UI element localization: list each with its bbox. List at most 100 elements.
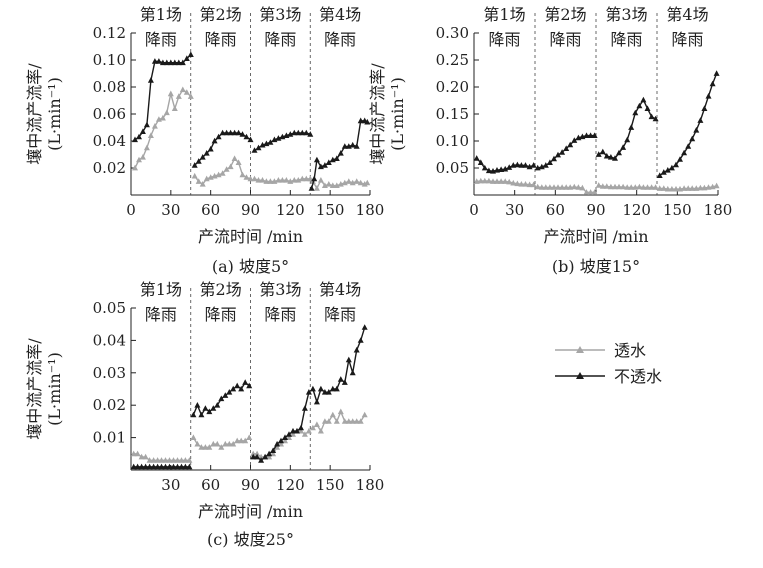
- data-point-impermeable: [353, 143, 360, 149]
- legend-marker-permeable: [576, 346, 584, 353]
- data-point-permeable: [357, 179, 364, 186]
- data-point-impermeable: [603, 152, 610, 159]
- data-point-impermeable: [333, 155, 340, 161]
- data-point-permeable: [313, 421, 320, 427]
- data-point-permeable: [274, 444, 281, 450]
- data-point-permeable: [361, 411, 368, 418]
- data-point-permeable: [490, 178, 496, 184]
- data-point-impermeable: [477, 159, 484, 165]
- data-point-permeable: [317, 427, 324, 434]
- legend-marker-impermeable: [576, 372, 584, 379]
- y-axis-label-line2: (L·min⁻¹): [388, 77, 407, 151]
- legend: 透水 不透水: [555, 341, 662, 386]
- data-point-permeable: [303, 175, 310, 182]
- x-tick-label: 0: [469, 201, 479, 219]
- data-point-permeable: [190, 434, 197, 440]
- data-point-impermeable: [242, 379, 249, 385]
- data-point-permeable: [239, 171, 246, 178]
- data-point-permeable: [278, 440, 284, 447]
- data-point-permeable: [664, 185, 671, 192]
- data-point-permeable: [182, 457, 189, 463]
- series-line-impermeable: [659, 73, 718, 177]
- data-point-impermeable: [599, 148, 606, 155]
- data-point-impermeable: [628, 124, 635, 130]
- data-point-impermeable: [673, 161, 679, 168]
- data-point-impermeable: [271, 136, 278, 143]
- data-point-permeable: [701, 184, 708, 191]
- rain-label-line1: 第4场: [666, 5, 708, 24]
- rain-label-line1: 第2场: [200, 280, 242, 299]
- series-line-impermeable: [194, 132, 251, 166]
- data-point-impermeable: [510, 162, 517, 168]
- data-point-impermeable: [502, 165, 509, 172]
- data-point-impermeable: [677, 156, 683, 162]
- data-point-impermeable: [325, 389, 332, 395]
- x-tick-label: 60: [201, 201, 220, 219]
- data-point-impermeable: [364, 118, 371, 125]
- data-point-impermeable: [555, 151, 561, 158]
- data-point-permeable: [230, 440, 237, 447]
- x-tick-label: 120: [622, 201, 651, 219]
- data-point-impermeable: [514, 161, 521, 168]
- data-point-permeable: [705, 184, 712, 190]
- data-point-impermeable: [307, 131, 314, 137]
- data-point-permeable: [648, 184, 655, 190]
- data-point-impermeable: [207, 145, 214, 152]
- data-point-impermeable: [138, 463, 145, 470]
- data-point-permeable: [599, 183, 606, 189]
- data-point-permeable: [510, 179, 517, 186]
- data-point-impermeable: [234, 382, 241, 389]
- data-point-permeable: [255, 177, 262, 183]
- series-line-impermeable: [310, 120, 368, 189]
- data-point-permeable: [526, 181, 533, 188]
- data-point-impermeable: [219, 129, 226, 136]
- data-point-permeable: [130, 450, 137, 457]
- data-point-impermeable: [697, 117, 704, 123]
- data-point-impermeable: [163, 59, 170, 66]
- data-point-impermeable: [583, 132, 590, 138]
- data-point-impermeable: [136, 133, 142, 140]
- data-point-permeable: [693, 185, 700, 191]
- data-point-impermeable: [485, 167, 492, 174]
- data-point-permeable: [317, 177, 324, 183]
- data-point-permeable: [494, 178, 500, 184]
- data-point-impermeable: [309, 385, 316, 392]
- data-point-impermeable: [648, 113, 655, 120]
- data-point-permeable: [689, 185, 696, 191]
- data-point-impermeable: [664, 167, 671, 173]
- data-point-impermeable: [559, 149, 566, 155]
- data-point-permeable: [147, 132, 154, 138]
- data-point-permeable: [151, 123, 158, 129]
- y-tick-label: 0.02: [93, 396, 126, 414]
- data-point-permeable: [502, 178, 509, 184]
- data-point-permeable: [178, 457, 185, 463]
- rain-label-line2: 降雨: [145, 30, 177, 49]
- data-point-permeable: [183, 89, 190, 95]
- data-point-impermeable: [321, 162, 328, 168]
- data-point-impermeable: [150, 463, 157, 470]
- rain-label-line1: 第2场: [200, 5, 242, 24]
- data-point-permeable: [295, 177, 302, 183]
- data-point-permeable: [222, 440, 229, 447]
- data-point-impermeable: [303, 129, 310, 136]
- data-point-permeable: [481, 177, 488, 184]
- rain-label-line2: 降雨: [205, 305, 237, 324]
- data-point-impermeable: [218, 395, 225, 402]
- data-point-impermeable: [317, 163, 324, 170]
- data-point-impermeable: [179, 59, 186, 66]
- data-point-impermeable: [247, 136, 254, 143]
- data-point-impermeable: [616, 149, 622, 156]
- data-point-permeable: [579, 184, 586, 191]
- data-point-permeable: [158, 457, 165, 463]
- data-point-impermeable: [278, 437, 284, 444]
- data-point-impermeable: [571, 137, 578, 143]
- data-point-permeable: [624, 184, 631, 190]
- data-point-permeable: [275, 177, 282, 183]
- data-point-permeable: [263, 178, 270, 184]
- data-point-permeable: [154, 457, 161, 463]
- data-point-impermeable: [158, 463, 165, 470]
- x-tick-label: 90: [586, 201, 605, 219]
- data-point-impermeable: [656, 172, 663, 178]
